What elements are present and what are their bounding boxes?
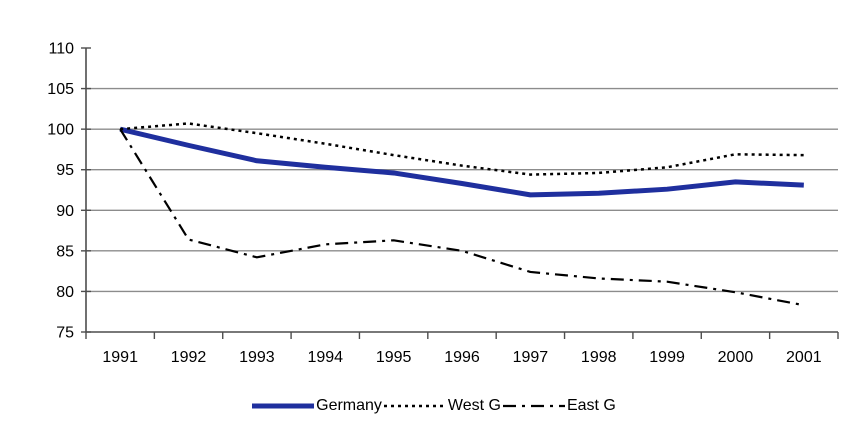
series-line-germany bbox=[119, 126, 804, 198]
x-axis-label: 1999 bbox=[649, 349, 685, 366]
y-axis-label: 95 bbox=[56, 162, 74, 179]
series-line-west-g bbox=[120, 122, 804, 176]
y-axis-label: 80 bbox=[56, 284, 74, 301]
series-line-east-g bbox=[119, 128, 805, 307]
y-axis-label: 75 bbox=[56, 325, 74, 342]
legend-line-sample-germany bbox=[252, 403, 315, 409]
legend-item-east-g: East G bbox=[501, 398, 616, 414]
x-axis-label: 1994 bbox=[307, 349, 343, 366]
x-axis-label: 1993 bbox=[239, 349, 275, 366]
y-axis-label: 100 bbox=[47, 122, 74, 139]
chart-legend: Germany West G East G bbox=[0, 392, 866, 420]
legend-label: West G bbox=[447, 397, 501, 414]
legend-line-sample-west-g bbox=[383, 404, 446, 408]
legend-label: Germany bbox=[316, 397, 382, 414]
x-axis-label: 1995 bbox=[376, 349, 412, 366]
y-axis-label: 90 bbox=[56, 203, 74, 220]
legend-item-west-g: West G bbox=[382, 398, 501, 414]
x-axis-label: 2001 bbox=[786, 349, 822, 366]
x-axis-label: 1996 bbox=[444, 349, 480, 366]
x-axis-label: 2000 bbox=[718, 349, 754, 366]
legend-item-germany: Germany bbox=[250, 398, 382, 414]
x-axis-label: 1991 bbox=[102, 349, 138, 366]
y-axis-label: 105 bbox=[47, 81, 74, 98]
x-axis-label: 1992 bbox=[171, 349, 207, 366]
y-axis-label: 110 bbox=[48, 41, 74, 58]
x-axis-label: 1998 bbox=[581, 349, 617, 366]
y-axis-label: 85 bbox=[56, 243, 74, 260]
legend-line-sample-east-g bbox=[502, 404, 565, 408]
legend-label: East G bbox=[566, 397, 616, 414]
x-axis-label: 1997 bbox=[513, 349, 549, 366]
